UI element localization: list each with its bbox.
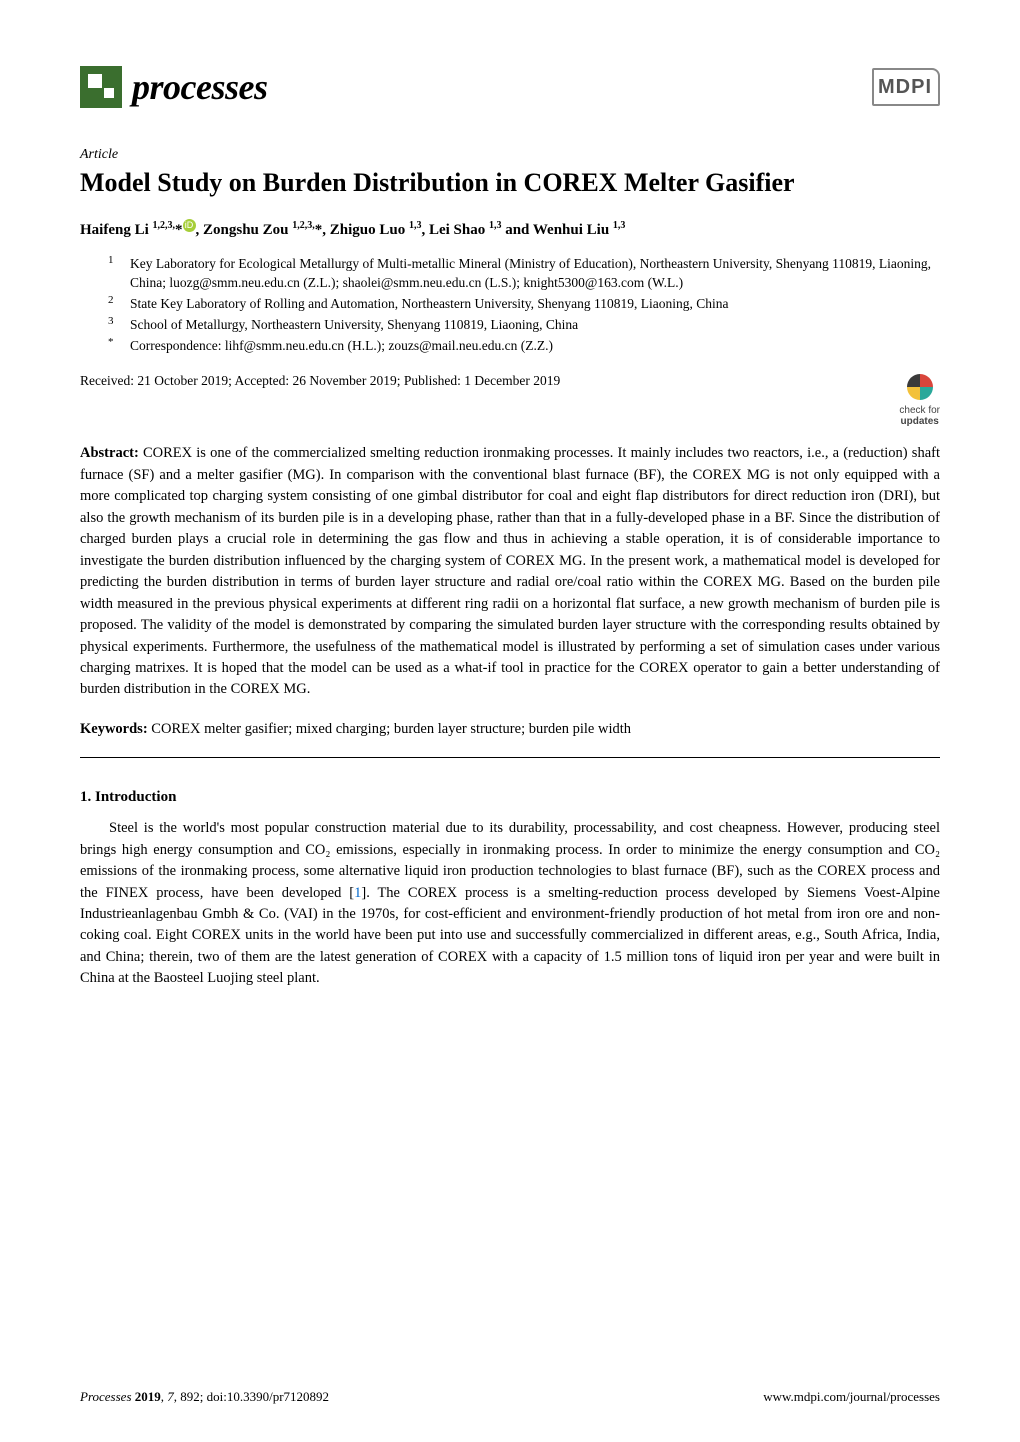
article-type: Article xyxy=(80,144,940,165)
keywords-label: Keywords: xyxy=(80,721,148,737)
affiliation-text: School of Metallurgy, Northeastern Unive… xyxy=(130,316,940,335)
affiliation-row: 1 Key Laboratory for Ecological Metallur… xyxy=(108,255,940,293)
affiliation-text: State Key Laboratory of Rolling and Auto… xyxy=(130,295,940,314)
introduction-body: Steel is the world's most popular constr… xyxy=(80,818,940,990)
publication-dates: Received: 21 October 2019; Accepted: 26 … xyxy=(80,371,560,391)
dates-row: Received: 21 October 2019; Accepted: 26 … xyxy=(80,371,940,427)
journal-logo: processes xyxy=(80,60,267,114)
keywords: Keywords: COREX melter gasifier; mixed c… xyxy=(80,719,940,741)
abstract: Abstract: COREX is one of the commercial… xyxy=(80,443,940,700)
affiliations: 1 Key Laboratory for Ecological Metallur… xyxy=(108,255,940,355)
footer-volume: 7 xyxy=(167,1389,174,1404)
affiliation-row: 2 State Key Laboratory of Rolling and Au… xyxy=(108,295,940,314)
abstract-text: COREX is one of the commercialized smelt… xyxy=(80,445,940,697)
page-footer: Processes 2019, 7, 892; doi:10.3390/pr71… xyxy=(80,1387,940,1407)
affiliation-row: * Correspondence: lihf@smm.neu.edu.cn (H… xyxy=(108,337,940,356)
affiliation-text: Correspondence: lihf@smm.neu.edu.cn (H.L… xyxy=(130,337,940,356)
footer-right: www.mdpi.com/journal/processes xyxy=(763,1387,940,1407)
section-heading: 1. Introduction xyxy=(80,786,940,809)
top-bar: processes MDPI xyxy=(80,60,940,114)
check-updates-icon xyxy=(904,371,936,403)
orcid-icon: iD xyxy=(183,219,196,232)
affiliation-row: 3 School of Metallurgy, Northeastern Uni… xyxy=(108,316,940,335)
intro-paragraph: Steel is the world's most popular constr… xyxy=(80,818,940,990)
keywords-text: COREX melter gasifier; mixed charging; b… xyxy=(148,721,631,737)
affiliation-num: 3 xyxy=(108,314,130,333)
affiliation-text: Key Laboratory for Ecological Metallurgy… xyxy=(130,255,940,293)
affiliation-num: 1 xyxy=(108,253,130,291)
abstract-label: Abstract: xyxy=(80,445,139,461)
check-updates-line1: check for xyxy=(899,405,940,416)
footer-year: 2019 xyxy=(135,1389,161,1404)
footer-page: 892 xyxy=(180,1389,200,1404)
article-title: Model Study on Burden Distribution in CO… xyxy=(80,167,940,200)
authors-line: Haifeng Li 1,2,3,*iD, Zongshu Zou 1,2,3,… xyxy=(80,218,940,242)
footer-journal: Processes xyxy=(80,1389,132,1404)
mdpi-logo: MDPI xyxy=(872,68,940,106)
check-updates-line2: updates xyxy=(901,416,939,427)
check-for-updates-badge[interactable]: check for updates xyxy=(899,371,940,427)
footer-left: Processes 2019, 7, 892; doi:10.3390/pr71… xyxy=(80,1387,329,1407)
processes-logo-icon xyxy=(80,66,122,108)
separator-line xyxy=(80,757,940,758)
journal-name: processes xyxy=(132,60,267,114)
affiliation-num: 2 xyxy=(108,293,130,312)
affiliation-num: * xyxy=(108,335,130,354)
footer-doi: doi:10.3390/pr7120892 xyxy=(207,1389,329,1404)
